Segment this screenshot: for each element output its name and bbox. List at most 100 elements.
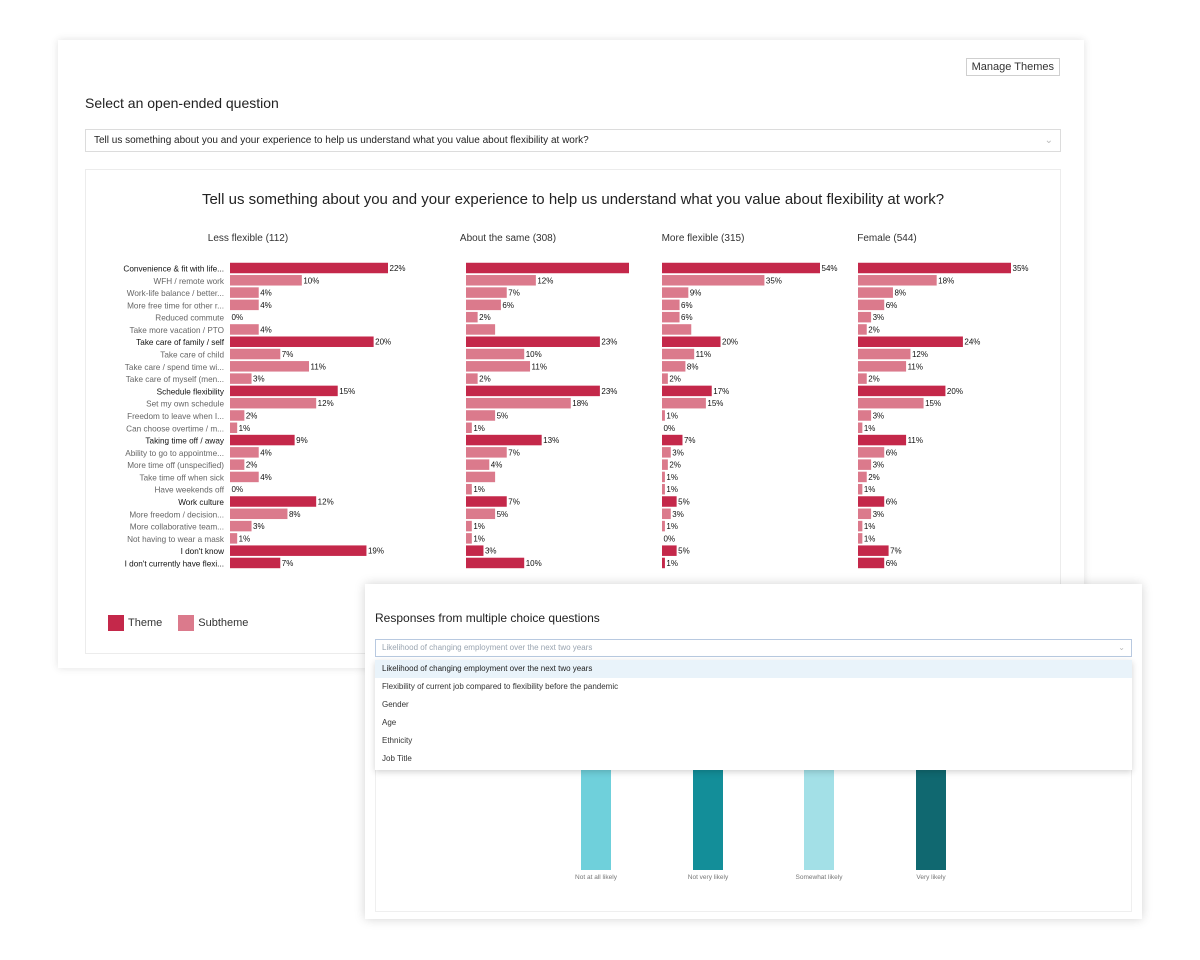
data-label: 2%: [868, 375, 880, 384]
dropdown-option[interactable]: Age: [382, 718, 397, 727]
chart-title: Tell us something about you and your exp…: [202, 191, 944, 208]
bar: [466, 483, 472, 495]
data-label: 54%: [822, 264, 838, 273]
data-label: 2%: [669, 461, 681, 470]
data-label: 1%: [473, 534, 485, 543]
bar: [858, 471, 867, 483]
bar: [230, 422, 238, 434]
bar: [230, 324, 259, 335]
data-label: 9%: [690, 289, 702, 298]
data-label: 22%: [390, 264, 406, 273]
bar: [858, 324, 867, 335]
dropdown-option[interactable]: Flexibility of current job compared to f…: [382, 682, 619, 691]
bar: [858, 397, 924, 409]
bar: [858, 496, 885, 507]
data-label: 11%: [311, 362, 326, 371]
bar: [858, 262, 1011, 274]
bar: [230, 275, 302, 286]
data-label: 5%: [678, 547, 690, 556]
data-label: 8%: [289, 510, 301, 519]
bar: [662, 275, 765, 286]
data-label: 1%: [666, 473, 678, 482]
data-label: 18%: [938, 276, 954, 285]
series-header: More flexible (315): [662, 233, 745, 244]
data-label: 7%: [684, 436, 696, 445]
bar: [466, 508, 496, 520]
bar: [858, 275, 937, 286]
legend-label-theme: Theme: [128, 617, 163, 629]
data-label: 0%: [664, 424, 676, 433]
data-label: 2%: [669, 375, 681, 384]
data-label: 15%: [707, 399, 723, 408]
bar: [662, 311, 680, 323]
category-label: I don't currently have flexi...: [125, 559, 224, 568]
data-label: 0%: [664, 534, 676, 543]
bar: [466, 373, 478, 384]
bar: [662, 520, 665, 532]
series-header: Female (544): [857, 233, 916, 244]
data-label: 3%: [485, 547, 497, 556]
bar: [230, 262, 388, 274]
bar: [858, 557, 885, 569]
bar: [858, 533, 863, 544]
data-label: 3%: [672, 448, 684, 457]
data-label: 5%: [678, 498, 690, 507]
data-label: 19%: [368, 547, 384, 556]
legend-item-subtheme: Subtheme: [178, 615, 248, 631]
data-label: 1%: [473, 522, 485, 531]
data-label: 6%: [502, 301, 514, 310]
bar: [466, 262, 629, 274]
dropdown-option[interactable]: Job Title: [382, 754, 412, 763]
bar: [230, 520, 252, 532]
dropdown-option[interactable]: Ethnicity: [382, 736, 413, 745]
data-label: 11%: [908, 436, 923, 445]
data-label: 3%: [253, 375, 265, 384]
data-label: 1%: [666, 559, 678, 568]
category-label: Convenience & fit with life...: [123, 265, 224, 274]
category-label: Take care of child: [160, 351, 224, 360]
bar: [858, 410, 872, 421]
bar: [230, 434, 295, 446]
manage-themes-button[interactable]: Manage Themes: [965, 58, 1060, 76]
data-label: 7%: [508, 498, 520, 507]
data-label: 20%: [947, 387, 963, 396]
bar: [466, 299, 501, 311]
data-label: 10%: [526, 559, 542, 568]
data-label: 0%: [232, 313, 244, 322]
bar: [466, 520, 472, 532]
data-label: 6%: [886, 301, 898, 310]
data-label: 12%: [318, 498, 334, 507]
bar: [662, 336, 721, 347]
question-select-value: Tell us something about you and your exp…: [94, 135, 589, 146]
bar: [466, 397, 571, 409]
data-label: 3%: [873, 461, 885, 470]
column-label: Not very likely: [688, 874, 729, 881]
data-label: 6%: [681, 313, 693, 322]
data-label: 1%: [239, 534, 251, 543]
bar: [858, 287, 893, 298]
bar: [466, 311, 478, 323]
data-label: 17%: [713, 387, 729, 396]
bar: [230, 557, 281, 569]
dropdown-option[interactable]: Gender: [382, 700, 409, 709]
bar: [230, 385, 338, 397]
dropdown-option[interactable]: Likelihood of changing employment over t…: [375, 660, 1132, 678]
data-label: 1%: [473, 485, 485, 494]
data-label: 1%: [666, 411, 678, 420]
category-label: Reduced commute: [155, 314, 224, 323]
bar: [858, 545, 889, 556]
legend-item-theme: Theme: [108, 615, 162, 631]
mc-dropdown-menu: Likelihood of changing employment over t…: [375, 660, 1132, 770]
data-label: 6%: [681, 301, 693, 310]
data-label: 9%: [296, 436, 308, 445]
bar: [662, 557, 665, 569]
mc-question-select[interactable]: Likelihood of changing employment over t…: [375, 639, 1132, 657]
data-label: 10%: [303, 276, 319, 285]
data-label: 7%: [282, 350, 294, 359]
data-label: 1%: [864, 424, 876, 433]
data-label: 12%: [318, 399, 334, 408]
data-label: 2%: [479, 313, 491, 322]
chevron-down-icon: ⌄: [1118, 643, 1125, 652]
question-select[interactable]: Tell us something about you and your exp…: [85, 129, 1061, 152]
